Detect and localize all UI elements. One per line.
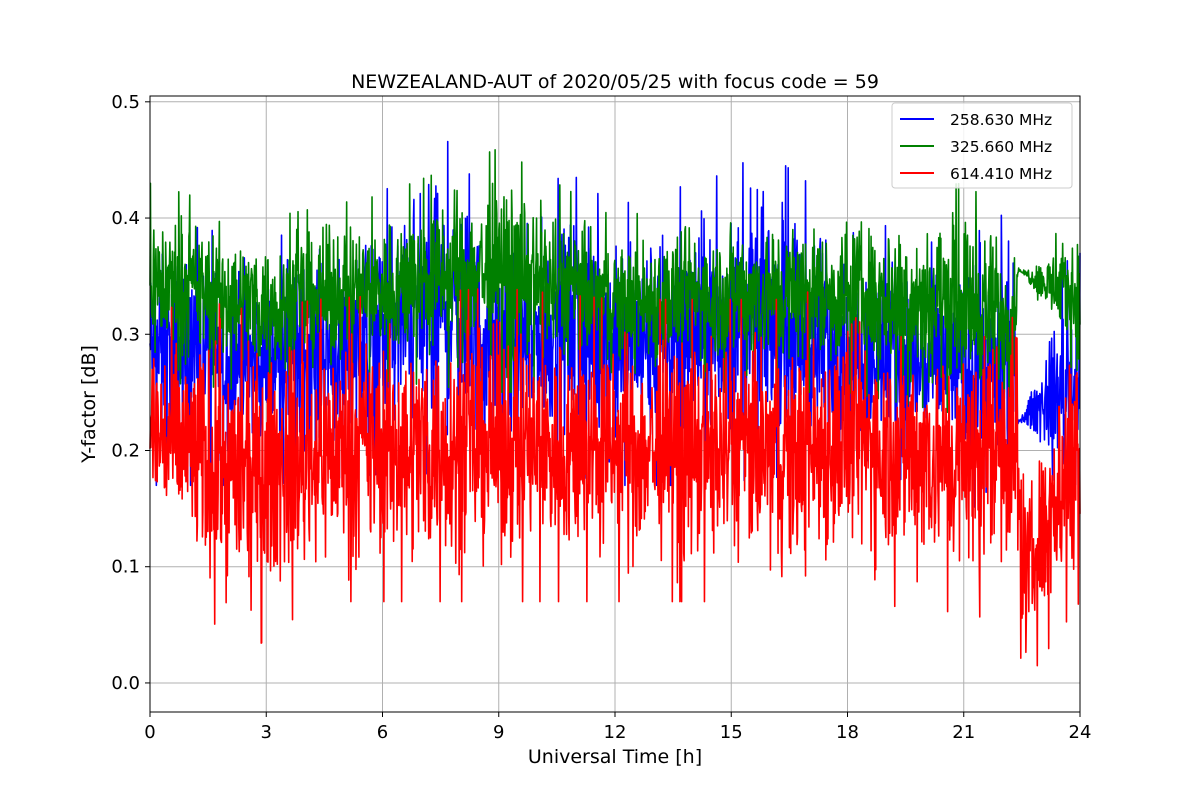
series-614-410-mhz (149, 288, 1081, 667)
x-tick-label: 6 (377, 722, 388, 743)
y-tick-label: 0.1 (111, 557, 140, 578)
legend-label: 258.630 MHz (950, 111, 1052, 129)
y-axis: 0.0 0.1 0.2 0.3 0.4 0.5 (111, 92, 150, 694)
x-tick-label: 12 (604, 722, 627, 743)
y-tick-label: 0.2 (111, 440, 140, 461)
chart-title: NEWZEALAND-AUT of 2020/05/25 with focus … (351, 71, 879, 93)
y-axis-title: Y-factor [dB] (78, 345, 100, 464)
y-tick-label: 0.5 (111, 92, 140, 113)
legend-label: 614.410 MHz (950, 165, 1052, 183)
x-tick-label: 21 (952, 722, 975, 743)
x-tick-label: 9 (493, 722, 504, 743)
y-tick-label: 0.0 (111, 673, 140, 694)
series-325-660-mhz (149, 148, 1081, 414)
series-line (149, 288, 1081, 667)
x-tick-label: 24 (1069, 722, 1092, 743)
series-layer (149, 140, 1081, 667)
legend-label: 325.660 MHz (950, 138, 1052, 156)
x-tick-label: 18 (836, 722, 859, 743)
legend-box (891, 102, 1073, 189)
x-tick-label: 0 (144, 722, 155, 743)
series-line (149, 148, 1081, 414)
x-axis: 0 3 6 9 12 15 18 21 24 (144, 712, 1091, 743)
y-tick-label: 0.3 (111, 324, 140, 345)
y-tick-label: 0.4 (111, 208, 140, 229)
x-tick-label: 15 (720, 722, 743, 743)
x-axis-title: Universal Time [h] (528, 746, 702, 768)
legend: 258.630 MHz 325.660 MHz 614.410 MHz (891, 102, 1073, 189)
x-tick-label: 3 (261, 722, 272, 743)
